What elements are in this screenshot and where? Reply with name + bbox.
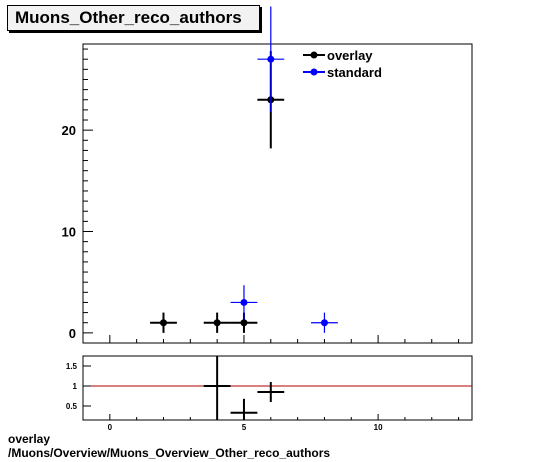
ratio-x-tick-label: 0 <box>108 423 113 432</box>
y-tick-label: 10 <box>62 225 76 240</box>
main-plot-marks <box>150 6 338 333</box>
legend-marker-overlay <box>310 51 318 59</box>
main-axis-ticks: 0 10 20 <box>62 48 460 344</box>
ratio-x-tick-label: 5 <box>242 423 247 432</box>
main-frame-rect <box>82 43 473 344</box>
histogram-title-box: Muons_Other_reco_authors <box>7 5 260 31</box>
overlay-point-marker <box>240 319 248 327</box>
overlay-point-marker <box>213 319 221 327</box>
ratio-frame-rect <box>82 355 473 421</box>
standard-point-marker <box>267 55 275 63</box>
standard-point-marker <box>320 319 328 327</box>
y-tick-label: 20 <box>62 123 76 138</box>
footer: overlay /Muons/Overview/Muons_Overview_O… <box>8 432 330 460</box>
main-plot-frame <box>82 43 473 344</box>
ratio-y-tick-label: 1 <box>73 382 78 391</box>
histogram-title: Muons_Other_reco_authors <box>15 8 242 27</box>
ratio-y-tick-label: 0.5 <box>66 402 78 411</box>
legend-marker-standard <box>310 68 318 76</box>
legend-label-overlay: overlay <box>327 48 373 63</box>
overlay-point-marker <box>159 319 167 327</box>
ratio-x-tick-label: 10 <box>374 423 383 432</box>
ratio-axis-ticks: 0.5 1 1.5 0 5 10 <box>66 362 460 432</box>
footer-line-2: /Muons/Overview/Muons_Overview_Other_rec… <box>8 446 331 460</box>
footer-line-1: overlay <box>8 432 51 446</box>
standard-point-marker <box>240 298 248 306</box>
legend: overlay standard <box>303 48 382 80</box>
legend-label-standard: standard <box>327 65 382 80</box>
y-tick-label: 0 <box>69 326 76 341</box>
ratio-plot-marks <box>203 356 285 420</box>
ratio-plot-frame <box>82 355 473 421</box>
ratio-y-tick-label: 1.5 <box>66 362 78 371</box>
